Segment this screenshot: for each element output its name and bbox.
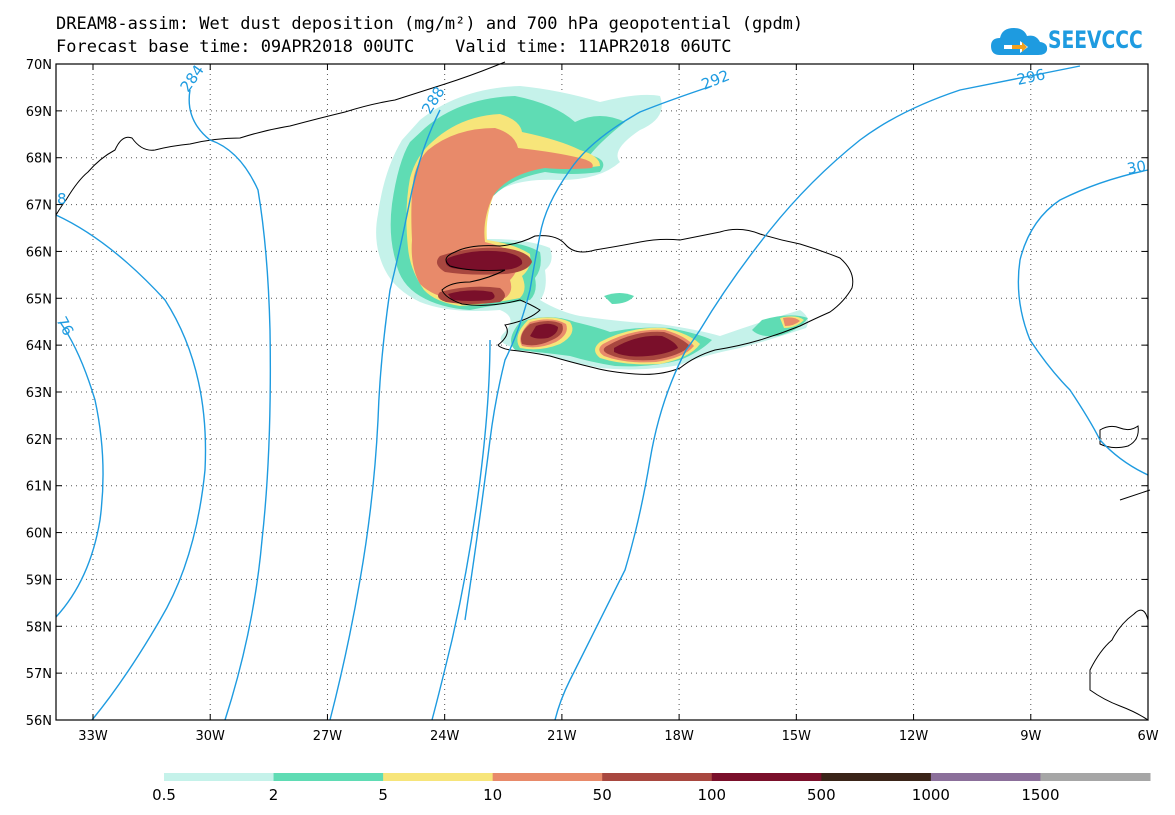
contour-label-296: 296 <box>1015 65 1047 89</box>
contour-276b <box>55 214 207 721</box>
lon-label: 30W <box>196 729 226 744</box>
lat-label: 65N <box>26 292 52 307</box>
legend-label: 5 <box>378 786 388 804</box>
legend-label: 10 <box>483 786 502 804</box>
lon-label: 9W <box>1020 729 1041 744</box>
legend-label: 2 <box>269 786 279 804</box>
latitude-axis: 70N 69N 68N 67N 66N 65N 64N 63N 62N 61N 60N 59N 58N 5… <box>26 58 1148 729</box>
lat-label: 63N <box>26 386 52 401</box>
lat-label: 62N <box>26 433 52 448</box>
lon-label: 21W <box>547 729 577 744</box>
lat-label: 70N <box>26 58 52 73</box>
dust-area-2d <box>604 293 634 304</box>
map-title: DREAM8-assim: Wet dust deposition (mg/m²… <box>56 14 804 34</box>
lat-label: 57N <box>26 667 52 682</box>
coast-norway <box>1119 489 1151 501</box>
lon-label: 33W <box>78 729 108 744</box>
contour-label-30: 30 <box>1126 157 1148 178</box>
legend-label: 500 <box>807 786 836 804</box>
dust-area-100 <box>445 250 523 271</box>
legend-color-swatch <box>164 773 275 781</box>
dust-area-100b <box>448 290 495 301</box>
cloud-logo-icon <box>991 28 1048 55</box>
dust-area-100c <box>530 323 558 339</box>
coast-faroe <box>1099 425 1139 449</box>
legend-color-swatch <box>273 773 384 781</box>
lon-label: 24W <box>430 729 460 744</box>
contour-288 <box>329 109 441 721</box>
legend-color-swatch <box>492 773 603 781</box>
contour-292 <box>464 85 713 621</box>
legend-label: 1000 <box>912 786 950 804</box>
coast-iceland <box>441 228 854 375</box>
contour-label-8: 8 <box>57 190 67 208</box>
legend-label: 1500 <box>1021 786 1059 804</box>
legend-label: 0.5 <box>152 786 176 804</box>
lat-label: 64N <box>26 339 52 354</box>
lat-label: 61N <box>26 480 52 495</box>
legend-color-swatch <box>711 773 822 781</box>
lat-label: 59N <box>26 573 52 588</box>
logo-text: SEEVCCC <box>1048 26 1143 54</box>
lat-label: 58N <box>26 620 52 635</box>
map-subtitle-times: Forecast base time: 09APR2018 00UTC Vali… <box>56 37 732 57</box>
lon-label: 6W <box>1137 729 1158 744</box>
legend-color-swatch <box>1040 773 1151 781</box>
legend-color-swatch <box>602 773 713 781</box>
lon-label: 27W <box>313 729 343 744</box>
contour-296 <box>685 65 1081 351</box>
coast-scotland <box>1089 609 1149 721</box>
dust-deposition-field <box>376 86 808 370</box>
coastlines <box>55 61 1151 721</box>
contour-label-292: 292 <box>699 66 732 93</box>
legend-label: 50 <box>593 786 612 804</box>
dust-area-10d <box>783 317 800 326</box>
lat-label: 68N <box>26 152 52 167</box>
lat-label: 69N <box>26 105 52 120</box>
legend-color-swatch <box>930 773 1041 781</box>
contour-label-284: 284 <box>177 62 208 96</box>
contour-288b <box>431 339 491 721</box>
contour-292b <box>554 349 687 721</box>
lon-label: 15W <box>782 729 812 744</box>
coast-greenland <box>55 61 506 216</box>
longitude-axis: 33W 30W 27W 24W 21W 18W 15W 12W 9W 6W <box>78 64 1159 744</box>
lat-label: 60N <box>26 527 52 542</box>
legend-label: 100 <box>697 786 726 804</box>
contour-284 <box>188 89 272 721</box>
lat-label: 67N <box>26 199 52 214</box>
contour-30 <box>1017 169 1149 476</box>
colorbar-legend: 0.5 2 5 10 50 100 500 1000 1500 <box>152 773 1151 804</box>
legend-color-swatch <box>821 773 932 781</box>
dust-area-100d <box>614 335 678 357</box>
seevccc-logo: SEEVCCC <box>990 22 1150 60</box>
lat-label: 66N <box>26 245 52 260</box>
contour-276a <box>55 321 104 618</box>
lat-label: 56N <box>26 714 52 729</box>
lon-label: 12W <box>899 729 929 744</box>
legend-color-swatch <box>383 773 494 781</box>
lon-label: 18W <box>664 729 694 744</box>
geopotential-contours <box>55 65 1149 721</box>
